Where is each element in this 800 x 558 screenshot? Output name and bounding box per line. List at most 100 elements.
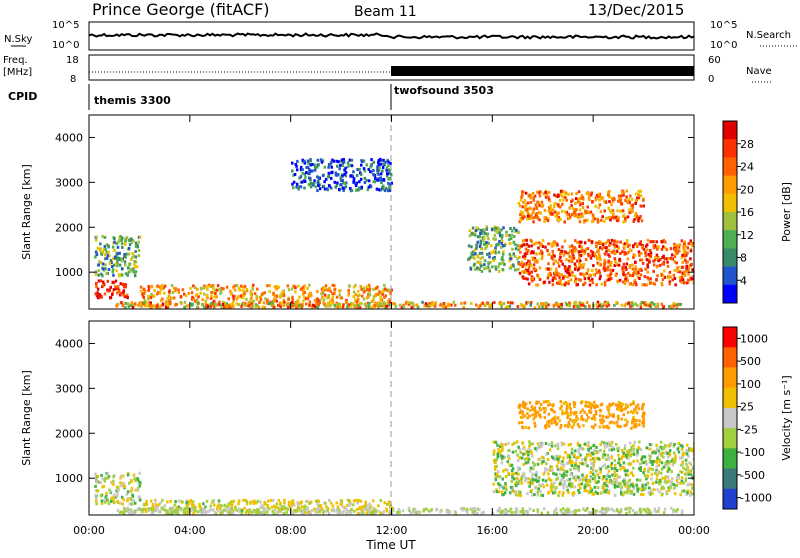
v-floor-cell-334 [439,510,442,514]
p-cell-3-231 [319,158,323,162]
p-cell-5-436 [636,275,640,279]
p-cell-4-173 [483,259,487,263]
v-cell-3-182 [640,407,644,411]
v-cell-1-55 [150,499,153,503]
p-cell-5-183 [523,257,527,260]
v-floor-cell-163 [427,509,431,513]
v-cell-1-224 [358,499,361,503]
v-cell-0-112 [126,490,130,494]
v-floor-cell-321 [367,510,371,514]
v-cell-2-796 [501,445,504,449]
v-cell-2-466 [682,481,685,485]
p-cell-6-301 [520,195,523,199]
v-cell-2-663 [661,492,664,496]
v-floor-cell-292 [132,509,135,513]
v-cell-1-123 [291,499,294,503]
p-cell-3-276 [317,176,320,180]
p-cell-6-234 [624,219,627,223]
p-floor-cell-312 [148,303,152,307]
v-cell-2-950 [550,483,554,486]
v-floor-cell-194 [332,508,335,512]
p-cell-4-151 [474,229,478,232]
p-cell-2-491 [347,288,350,292]
v-cell-3-106 [632,402,636,405]
p-cell-6-215 [548,206,551,210]
p-cell-4-138 [516,268,520,272]
p-cell-2-456 [179,301,182,304]
v-cell-2-646 [629,489,632,493]
p-cell-3-34 [313,179,316,183]
v-cell-1-297 [280,505,284,509]
p-cell-6-51 [601,215,604,219]
v-cell-2-607 [649,454,652,458]
p-cell-1-147 [104,248,107,252]
v-cell-2-232 [684,472,687,476]
p-cell-5-96 [639,273,643,277]
v-floor-cell-211 [409,511,413,515]
p-cell-5-274 [527,249,530,252]
v-cell-3-277 [642,421,646,425]
v-cell-2-619 [667,489,671,493]
p-cell-6-270 [558,198,562,202]
p-cell-6-338 [534,204,538,208]
v-cell-2-262 [676,447,679,451]
v-cell-1-86 [209,504,212,508]
v-cell-2-95 [550,441,554,445]
p-cell-5-570 [603,283,607,287]
v-cell-3-113 [556,416,560,420]
p-cell-4-174 [498,228,501,232]
v-cell-3-54 [637,423,641,427]
v-cell-2-687 [546,458,550,461]
p-cell-2-409 [387,288,391,292]
p-cell-2-65 [249,289,253,293]
p-cell-6-165 [589,210,593,214]
p-cell-3-11 [387,181,390,185]
p-cell-5-482 [623,273,627,277]
v-cell-3-229 [613,421,616,425]
v-cell-1-0 [359,499,363,503]
v-cell-2-957 [605,480,608,483]
p-cell-6-246 [629,194,632,198]
v-cell-2-802 [577,488,580,492]
v-cell-3-211 [635,411,639,415]
p-cell-6-214 [529,200,533,204]
p-cell-4-147 [470,245,473,249]
v-cell-2-344 [626,491,629,495]
p-cell-5-561 [657,245,660,249]
p-cell-6-324 [563,192,567,196]
p-cell-5-635 [682,245,685,249]
v-cell-2-893 [613,459,617,463]
p-cell-5-400 [570,244,574,248]
v-cell-2-712 [556,457,560,461]
v-cell-2-471 [544,442,548,445]
p-floor-cell-369 [433,304,437,308]
v-cell-2-606 [639,492,643,496]
power-heatmap [94,157,694,309]
p-cell-3-25 [367,185,370,189]
p-floor-cell-154 [152,304,155,308]
p-cell-2-143 [313,298,317,302]
p-cell-1-105 [105,250,109,254]
p-cell-5-243 [583,241,587,245]
p-cell-5-591 [660,272,663,276]
p-cell-5-625 [578,262,581,266]
v-cell-2-774 [495,488,498,492]
p-floor-cell-133 [351,302,354,306]
p-floor-cell-365 [286,301,289,305]
v-cell-3-51 [608,421,612,425]
p-cell-0-27 [119,282,122,286]
p-cell-5-669 [573,262,577,266]
p-cell-2-486 [359,285,362,288]
v-cell-2-717 [613,485,617,489]
p-cell-5-335 [669,275,672,279]
v-cell-3-260 [565,401,568,405]
p-floor-cell-183 [251,304,254,308]
p-cell-2-444 [214,292,217,296]
p-cell-3-261 [301,180,304,184]
v-floor-cell-333 [465,507,469,511]
p-cell-5-29 [664,246,667,250]
v-cell-1-263 [244,511,248,515]
v-cell-2-467 [508,463,512,467]
v-cell-2-933 [507,472,510,475]
p-cell-6-140 [519,198,523,202]
